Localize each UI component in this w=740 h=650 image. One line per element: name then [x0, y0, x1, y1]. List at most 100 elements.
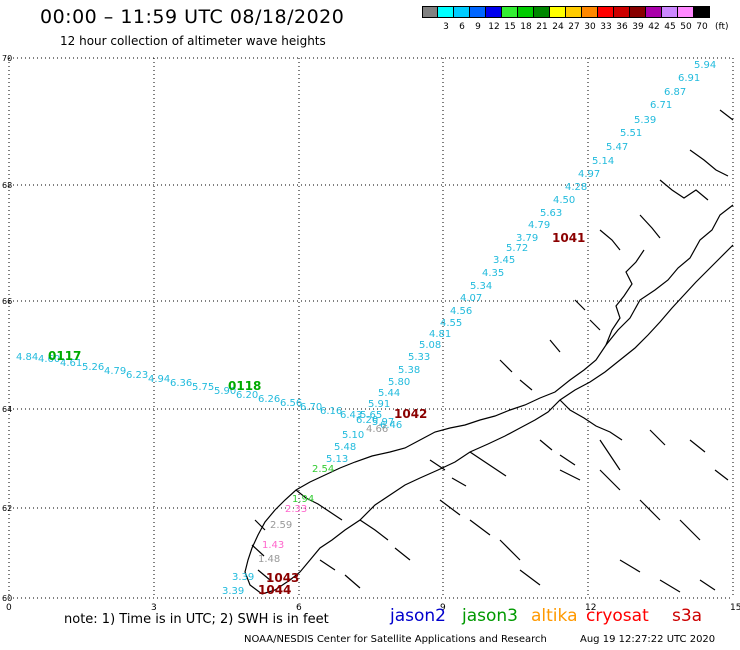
wave-height-label: 5.38	[398, 365, 420, 376]
y-tick-label: 68	[2, 181, 12, 190]
wave-height-label: 6.56	[280, 398, 302, 409]
wave-height-label: 6.20	[356, 415, 378, 426]
pass-label: 0118	[228, 379, 261, 393]
wave-height-label: 5.72	[506, 243, 528, 254]
scale-swatch	[534, 6, 550, 18]
wave-height-label: 3.39	[222, 586, 244, 597]
wave-height-label: 1.48	[258, 554, 280, 565]
coastline-segment	[295, 489, 343, 521]
scale-label: 45	[664, 22, 676, 32]
wave-height-label: 2.33	[285, 504, 307, 515]
wave-height-label: 2.59	[270, 520, 292, 531]
x-tick-label: 0	[6, 603, 12, 613]
pass-label: 0117	[48, 349, 81, 363]
scale-swatch	[694, 6, 710, 18]
coastline-segment	[605, 249, 645, 346]
coastline-segment	[689, 149, 729, 177]
wave-height-label: 4.28	[565, 182, 587, 193]
satellite-legend-s3a: s3a	[672, 606, 703, 626]
satellite-legend-cryosat: cryosat	[586, 606, 649, 626]
wave-height-label: 6.20	[236, 390, 258, 401]
coastline-segment	[469, 451, 507, 477]
scale-label: 70	[696, 22, 708, 32]
scale-swatch	[502, 6, 518, 18]
wave-height-label: 5.75	[192, 382, 214, 393]
wave-height-label: 4.60	[38, 354, 60, 365]
scale-label: 24	[552, 22, 564, 32]
coastline-segment	[719, 109, 734, 121]
x-tick-label: 9	[440, 603, 446, 613]
scale-swatch	[454, 6, 470, 18]
wave-height-label: 5.13	[326, 454, 348, 465]
wave-height-label: 4.56	[450, 306, 472, 317]
scale-label: 21	[536, 22, 548, 32]
wave-height-label: 4.79	[104, 366, 126, 377]
wave-height-label: 6.46	[380, 420, 402, 431]
coastline-segment	[359, 519, 411, 561]
wave-height-label: 5.10	[342, 430, 364, 441]
map-subtitle: 12 hour collection of altimeter wave hei…	[60, 34, 326, 48]
wave-height-label: 3.39	[232, 572, 254, 583]
wave-height-label: 4.81	[429, 329, 451, 340]
wave-height-label: 4.07	[460, 293, 482, 304]
coastline-segment	[539, 439, 576, 466]
scale-label: 36	[616, 22, 628, 32]
scale-label: 18	[520, 22, 532, 32]
satellite-legend-jason3: jason3	[462, 606, 518, 626]
y-tick-label: 66	[2, 297, 12, 306]
scale-label: 33	[600, 22, 612, 32]
wave-height-label: 5.47	[606, 142, 628, 153]
wave-height-label: 1.43	[262, 540, 284, 551]
wave-height-label: 5.63	[540, 208, 562, 219]
scale-unit: (ft)	[715, 22, 729, 32]
credit-line: NOAA/NESDIS Center for Satellite Applica…	[244, 634, 547, 645]
x-tick-label: 3	[151, 603, 157, 613]
pass-label: 1041	[552, 231, 585, 245]
wave-height-label: 5.65	[360, 410, 382, 421]
scale-swatch	[566, 6, 582, 18]
wave-height-label: 2.54	[312, 464, 334, 475]
wave-height-label: 3.79	[516, 233, 538, 244]
wave-height-label: 4.66	[366, 424, 388, 435]
pass-label: 1044	[258, 583, 291, 597]
wave-height-label: 5.14	[592, 156, 614, 167]
wave-height-label: 6.26	[258, 394, 280, 405]
scale-label: 30	[584, 22, 596, 32]
y-tick-label: 70	[2, 54, 12, 63]
coastline-segment	[244, 204, 734, 595]
coastline-segment	[319, 559, 361, 589]
pass-label: 1042	[394, 407, 427, 421]
scale-swatch	[630, 6, 646, 18]
coastline-segment	[439, 499, 541, 586]
x-tick-label: 15	[730, 603, 740, 613]
wave-height-label: 4.97	[578, 169, 600, 180]
y-tick-label: 64	[2, 405, 12, 414]
wave-height-label: 6.87	[664, 87, 686, 98]
scale-swatch	[550, 6, 566, 18]
wave-height-label: 5.97	[372, 417, 394, 428]
wave-height-label: 6.16	[320, 406, 342, 417]
coastline-segment	[429, 459, 467, 487]
wave-height-label: 6.70	[300, 402, 322, 413]
scale-label: 50	[680, 22, 692, 32]
pass-label: 1043	[266, 571, 299, 585]
x-tick-label: 6	[296, 603, 302, 613]
coastline-segment	[619, 559, 716, 593]
wave-height-label: 5.26	[82, 362, 104, 373]
wave-height-label: 4.84	[16, 352, 38, 363]
scale-label: 42	[648, 22, 660, 32]
scale-swatch	[438, 6, 454, 18]
scale-label: 39	[632, 22, 644, 32]
wave-height-label: 6.43	[340, 410, 362, 421]
wave-height-label: 5.33	[408, 352, 430, 363]
scale-swatch	[678, 6, 694, 18]
wave-height-label: 4.55	[440, 318, 462, 329]
satellite-legend-altika: altika	[531, 606, 578, 626]
wave-height-label: 5.08	[419, 340, 441, 351]
coastline	[244, 109, 734, 595]
scale-swatch	[422, 6, 438, 18]
map-title: 00:00 – 11:59 UTC 08/18/2020	[40, 6, 345, 28]
coastline-segment	[549, 299, 601, 353]
wave-height-label: 5.44	[378, 388, 400, 399]
